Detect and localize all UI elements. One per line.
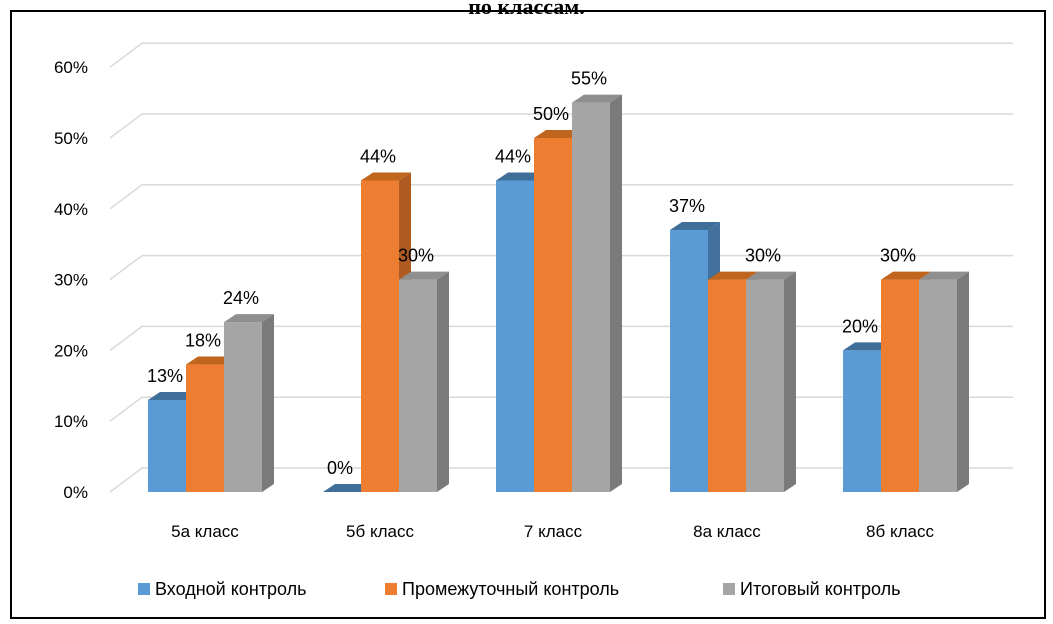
data-label: 30% xyxy=(398,246,434,266)
bar xyxy=(323,484,373,492)
legend-label: Промежуточный контроль xyxy=(402,579,619,599)
data-label: 37% xyxy=(669,196,705,216)
y-tick-label: 0% xyxy=(63,483,88,502)
data-label: 44% xyxy=(360,146,396,166)
legend-swatch xyxy=(723,583,735,595)
data-label: 55% xyxy=(571,69,607,89)
y-tick-label: 30% xyxy=(54,271,88,290)
legend-label: Итоговый контроль xyxy=(740,579,901,599)
gridline xyxy=(109,184,1013,210)
data-label: 44% xyxy=(495,146,531,166)
x-category-label: 7 класс xyxy=(524,522,583,541)
data-label: 24% xyxy=(223,288,259,308)
chart-title: по классам. xyxy=(468,0,585,19)
y-tick-label: 40% xyxy=(54,200,88,219)
legend-item: Входной контроль xyxy=(138,579,307,599)
gridline xyxy=(109,254,1013,281)
data-label: 0% xyxy=(327,458,353,478)
data-label: 30% xyxy=(880,246,916,266)
y-tick-label: 20% xyxy=(54,341,88,360)
data-label: 13% xyxy=(147,366,183,386)
bar xyxy=(399,271,449,492)
bar xyxy=(572,94,622,492)
legend-swatch xyxy=(138,583,150,595)
legend-label: Входной контроль xyxy=(155,579,307,599)
bar xyxy=(186,356,236,492)
x-category-label: 5а класс xyxy=(171,522,239,541)
x-category-label: 8а класс xyxy=(693,522,761,541)
bar xyxy=(919,271,969,492)
bar xyxy=(224,314,274,492)
gridline xyxy=(109,42,1013,68)
y-tick-label: 50% xyxy=(54,129,88,148)
legend-item: Итоговый контроль xyxy=(723,579,901,599)
data-label: 18% xyxy=(185,331,221,351)
y-tick-label: 60% xyxy=(54,58,88,77)
y-tick-label: 10% xyxy=(54,412,88,431)
bar xyxy=(746,271,796,492)
gridline xyxy=(109,113,1013,139)
x-category-label: 5б класс xyxy=(346,522,414,541)
legend-item: Промежуточный контроль xyxy=(385,579,619,599)
legend-swatch xyxy=(385,583,397,595)
data-label: 30% xyxy=(745,246,781,266)
data-label: 50% xyxy=(533,104,569,124)
data-label: 20% xyxy=(842,316,878,336)
x-category-label: 8б класс xyxy=(866,522,934,541)
